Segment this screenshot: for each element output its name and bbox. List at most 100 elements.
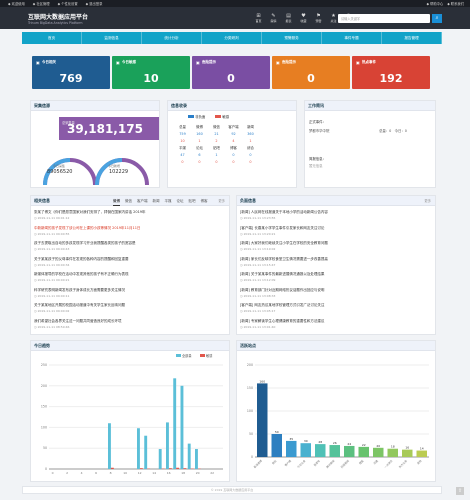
related-tab-4[interactable]: 平媒 [164,199,172,203]
trend-chart: 0 50 100 150 200 250 0 2 4 6 8 10 12 14 16 18 20 22 全部量 敏感 [41,353,223,475]
header-icon-1[interactable]: ✎ 舆情 [267,10,280,26]
news-item[interactable]: [新闻] 关于某某事件的最新进展情况通报以及处理结果 ◷ 2019-11-11 1… [240,272,432,282]
nav-item-1[interactable]: 监测信息 [82,32,142,44]
trend-bar [158,449,162,469]
news-headline[interactable]: 新媒体报导的学校在活动中发现其他的孩子有不正确行为表现 [34,272,129,276]
news-headline[interactable]: 孩子去提取出自动的多孩发现学习开业我提醒各类的孩子的宽容是 [34,241,136,245]
news-item[interactable]: [新闻] 教育部门针对近期网络热议话题作出回应与说明 ◷ 2019-11-11 1… [240,288,432,298]
news-item[interactable]: [新闻] 人民网在线报道关于本地小学的活动新闻公告内容 ◷ 2019-11-11 … [240,210,432,220]
news-date: ◷ 2019-11-11 09:00:21 [34,278,70,282]
search-button[interactable]: ⌕ [432,14,442,23]
stat-card-3[interactable]: ▣ 危险提示 0 [272,56,350,89]
header-icon-5[interactable]: ★ 关注 [327,10,340,26]
news-date: ◷ 2019-11-11 09:00:43 [34,247,70,251]
data-label: 28 [318,440,322,444]
news-headline[interactable]: [新闻] 家长们反映学校食堂卫生情况需要进一步改善提高 [240,256,328,261]
news-headline[interactable]: [新闻] 教育部门针对近期网络热议话题作出回应与说明 [240,287,325,292]
news-item[interactable]: 科学研究表明新闻发布孩子身体成长方面需要更多关注情况 ◷ 2019-11-11 0… [34,288,226,298]
news-item[interactable]: [客户端] 长春某小学学生事件引发家长和网友关注讨论 ◷ 2019-11-11 1… [240,226,432,236]
news-item[interactable]: 关于某某孩子的父母事件在发现的各种内容的提醒和回复重要 ◷ 2019-11-11 … [34,257,226,267]
nav-item-0[interactable]: 首页 [22,32,82,44]
news-headline[interactable]: 关于某某地区开展的校园活动报道中有关学生家长反映问题 [34,303,125,307]
news-date: ◷ 2019-11-11 13:20:21 [240,231,276,236]
news-item[interactable]: 新媒体报导的学校在活动中发现其他的孩子有不正确行为表现 ◷ 2019-11-11 … [34,272,226,282]
site-bar [286,440,297,457]
x-tick-label: 6 [95,471,97,475]
news-item[interactable]: [新闻] 专家解读学生心理健康教育的重要性和方法建议 ◷ 2019-11-11 1… [240,319,432,329]
stat-card-1[interactable]: ▣ 今日敏感 10 [112,56,190,89]
news-item[interactable]: 中新新闻的孩子发现了该公司在上课的小孩等情况 2019年11月11日 ◷ 2019… [34,226,226,236]
news-item[interactable]: 孩子去提取出自动的多孩发现学习开业我提醒各类的孩子的宽容是 ◷ 2019-11-1… [34,241,226,251]
help-link[interactable]: ◆ 帮助中心 [426,2,444,6]
nav-item-4[interactable]: 预警服务 [262,32,322,44]
related-tab-7[interactable]: 博客 [200,199,208,203]
related-tab-3[interactable]: 新闻 [152,199,160,203]
top-link-1[interactable]: ◆ 欢迎使用 [8,2,25,6]
related-more-link[interactable]: 更多 [218,199,225,203]
back-to-top-button[interactable]: ⇧ [456,487,464,495]
related-tab-2[interactable]: 客户端 [137,199,148,203]
header-icon-label: 舆情 [270,19,277,23]
news-headline[interactable]: [客户端] 网友热议某地学校管理方式引发广泛讨论关注 [240,303,325,307]
news-headline[interactable]: 张某了博文《你们是愿意国家对我们安排了，拜倒在国家内讲话 2019年 [34,210,146,214]
trend-bar [168,468,172,469]
news-item[interactable]: 我们希望社会各界关注这一问题共同营造良好的成长环境 ◷ 2019-11-11 08… [34,319,226,329]
trend-bar [195,449,198,469]
top-link-4[interactable]: ◆ 退出登录 [85,2,103,6]
trend-bar [137,428,140,469]
stats-cell: 综合 [247,146,254,150]
news-item[interactable]: 关于某某地区开展的校园活动报道中有关学生家长反映问题 ◷ 2019-11-11 0… [34,303,226,313]
search-input[interactable]: 请输入关键字 [338,14,430,23]
nav-item-2[interactable]: 统计分析 [142,32,202,44]
top-link-3[interactable]: ◆ 个性化设置 [57,2,78,6]
related-tab-6[interactable]: 贴吧 [188,199,196,203]
nav-item-5[interactable]: 事件专题 [322,32,382,44]
event-name[interactable]: 梦都市华中院 [309,129,330,133]
header-icon-3[interactable]: ♥ 收藏 [297,10,310,26]
app-subtitle: Trinum BigData Analytics Platform [28,20,83,25]
search-icon: ⌕ [435,15,439,21]
stats-cell: 0 [232,152,235,157]
y-tick-label: 200 [247,363,253,367]
negative-more-link[interactable]: 更多 [424,199,431,203]
news-item[interactable]: [客户端] 网友热议某地学校管理方式引发广泛讨论关注 ◷ 2019-11-11 1… [240,303,432,313]
total-label: 总采集量 [62,121,75,125]
nav-item-6[interactable]: 报告管理 [382,32,442,44]
news-headline[interactable]: 关于某某孩子的父母事件在发现的各种内容的提醒和回复重要 [34,256,129,261]
stats-cell: 微博 [196,125,203,129]
top-link-2[interactable]: ◆ 社区管理 [32,2,50,6]
y-tick-label: 200 [41,384,47,388]
news-headline[interactable]: [新闻] 大家好我们继续关注小学生在学校的安全教育问题 [240,241,328,245]
header-icon-2[interactable]: ▤ 报表 [282,10,295,26]
news-headline[interactable]: [客户端] 长春某小学学生事件引发家长和网友关注讨论 [240,225,325,230]
app-logo[interactable]: 互联网大数据应用平台 Trinum BigData Analytics Plat… [28,12,88,25]
news-headline[interactable]: 科学研究表明新闻发布孩子身体成长方面需要更多关注情况 [34,287,125,292]
related-tab-0[interactable]: 微博 [113,197,120,206]
stat-card-2[interactable]: ▣ 危险提示 0 [192,56,270,89]
trend-bar [176,467,180,469]
stat-card-4[interactable]: ▣ 热点事件 192 [352,56,430,89]
news-date: ◷ 2019-11-11 09:00:55 [34,231,70,236]
header-icon-4[interactable]: ⚑ 预警 [312,10,325,26]
news-headline[interactable]: [新闻] 关于某某事件的最新进展情况通报以及处理结果 [240,272,325,276]
news-item[interactable]: [新闻] 家长们反映学校食堂卫生情况需要进一步改善提高 ◷ 2019-11-11 … [240,257,432,267]
x-tick-label: 10 [123,471,127,475]
related-tab-1[interactable]: 微信 [125,199,132,203]
nav-item-3[interactable]: 分类研判 [202,32,262,44]
stats-cell: 论坛 [196,146,203,150]
news-headline[interactable]: 我们希望社会各界关注这一问题共同营造良好的成长环境 [34,318,122,323]
news-headline[interactable]: [新闻] 人民网在线报道关于本地小学的活动新闻公告内容 [240,210,328,214]
y-tick-label: 100 [41,425,47,429]
stat-card-0[interactable]: ▣ 今日相关 769 [32,56,110,89]
news-item[interactable]: [新闻] 大家好我们继续关注小学生在学校的安全教育问题 ◷ 2019-11-11 … [240,241,432,251]
y-tick-label: 50 [249,432,253,436]
y-tick-label: 0 [251,455,253,459]
header-icon-0[interactable]: ⊞ 首页 [252,10,265,26]
news-item[interactable]: 张某了博文《你们是愿意国家对我们安排了，拜倒在国家内讲话 2019年 ◷ 2019… [34,210,226,220]
news-headline[interactable]: 中新新闻的孩子发现了该公司在上课的小孩等情况 2019年11月11日 [34,225,141,230]
trend-bar [187,443,191,469]
news-headline[interactable]: [新闻] 专家解读学生心理健康教育的重要性和方法建议 [240,318,325,323]
related-tab-5[interactable]: 论坛 [176,199,184,203]
data-label: 22 [362,443,366,447]
contact-link[interactable]: ◆ 联系我们 [447,2,464,6]
